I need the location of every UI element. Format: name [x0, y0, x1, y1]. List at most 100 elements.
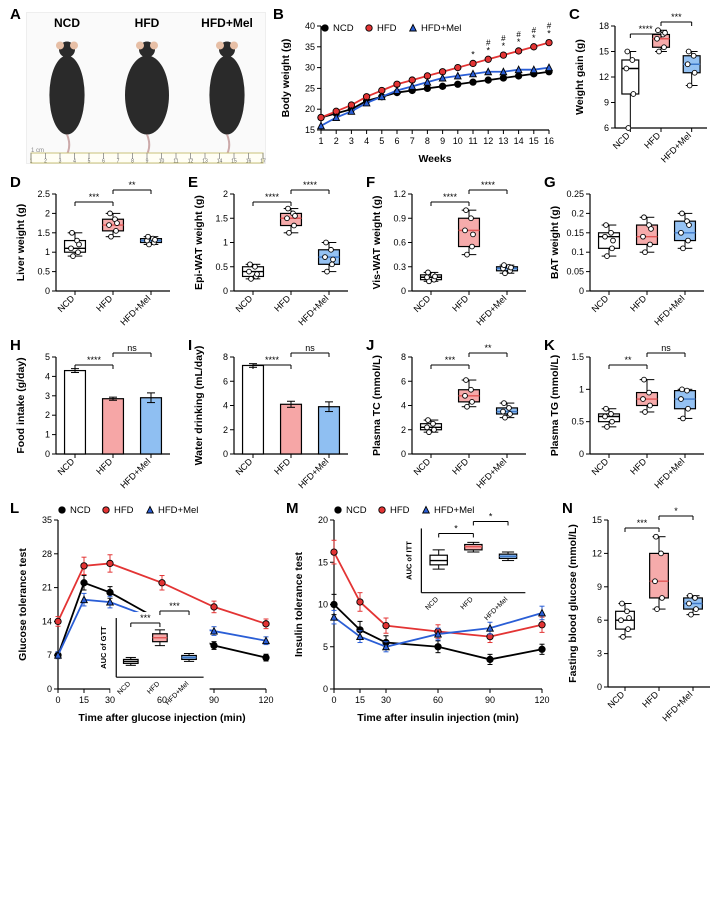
svg-text:NCD: NCD — [346, 505, 367, 516]
svg-text:BAT weight (g): BAT weight (g) — [549, 206, 561, 279]
svg-text:25: 25 — [305, 83, 315, 93]
svg-text:ns: ns — [305, 343, 315, 353]
svg-text:1.5: 1.5 — [571, 352, 584, 362]
svg-text:5: 5 — [88, 159, 91, 165]
svg-text:15: 15 — [305, 125, 315, 135]
svg-text:35: 35 — [42, 515, 52, 525]
svg-text:11: 11 — [468, 136, 477, 146]
svg-text:35: 35 — [305, 42, 315, 52]
svg-text:****: **** — [481, 180, 496, 190]
svg-text:14: 14 — [42, 616, 52, 626]
svg-text:20: 20 — [318, 515, 328, 525]
svg-text:#: # — [501, 34, 506, 43]
svg-text:HFD: HFD — [272, 293, 293, 314]
svg-text:2: 2 — [44, 159, 47, 165]
svg-text:15: 15 — [318, 557, 328, 567]
svg-text:7: 7 — [410, 136, 415, 146]
svg-text:#: # — [486, 38, 491, 47]
svg-text:2: 2 — [334, 136, 339, 146]
svg-text:4: 4 — [223, 401, 228, 411]
svg-text:0.5: 0.5 — [215, 262, 228, 272]
svg-text:HFD+Mel: HFD+Mel — [474, 293, 508, 327]
svg-text:****: **** — [443, 192, 458, 202]
svg-text:2: 2 — [401, 425, 406, 435]
svg-text:HFD: HFD — [94, 456, 115, 477]
panel-label: C — [569, 6, 580, 23]
svg-text:0: 0 — [45, 286, 50, 296]
panel-label: L — [10, 500, 19, 517]
panel-L: L0714212835Glucose tolerance testTime af… — [8, 502, 278, 727]
svg-text:NCD: NCD — [56, 293, 77, 314]
svg-text:NCD: NCD — [590, 456, 611, 477]
svg-text:0.05: 0.05 — [566, 267, 584, 277]
svg-text:Glucose tolerance test: Glucose tolerance test — [17, 548, 29, 661]
svg-text:30: 30 — [381, 695, 391, 705]
svg-text:NCD: NCD — [234, 456, 255, 477]
svg-text:6: 6 — [597, 615, 602, 625]
svg-text:6: 6 — [394, 136, 399, 146]
svg-text:***: *** — [140, 613, 151, 623]
svg-text:HFD+Mel: HFD+Mel — [421, 23, 461, 34]
svg-text:8: 8 — [223, 352, 228, 362]
svg-text:0: 0 — [223, 449, 228, 459]
svg-text:5: 5 — [379, 136, 384, 146]
panel-label: A — [10, 6, 21, 23]
svg-text:6: 6 — [401, 376, 406, 386]
svg-text:4: 4 — [45, 371, 50, 381]
svg-text:2: 2 — [223, 425, 228, 435]
svg-text:12: 12 — [599, 72, 609, 82]
svg-text:0: 0 — [55, 695, 60, 705]
svg-text:17: 17 — [260, 159, 266, 165]
svg-text:***: *** — [169, 601, 180, 611]
svg-text:NCD: NCD — [611, 130, 632, 151]
svg-text:#: # — [532, 26, 537, 35]
svg-text:HFD+Mel: HFD+Mel — [201, 16, 253, 30]
svg-text:***: *** — [445, 355, 456, 365]
svg-text:8: 8 — [401, 352, 406, 362]
svg-text:0.5: 0.5 — [37, 267, 50, 277]
svg-text:1: 1 — [45, 430, 50, 440]
svg-text:**: ** — [624, 355, 632, 365]
svg-text:0: 0 — [579, 286, 584, 296]
svg-text:5: 5 — [323, 642, 328, 652]
svg-text:8: 8 — [425, 136, 430, 146]
panel-A: ANCDHFDHFD+Mel12345678910111213141516171… — [8, 8, 265, 168]
svg-text:HFD: HFD — [377, 23, 397, 34]
svg-text:0.1: 0.1 — [571, 247, 584, 257]
svg-text:5: 5 — [45, 352, 50, 362]
svg-text:3: 3 — [45, 391, 50, 401]
svg-text:2: 2 — [45, 410, 50, 420]
svg-text:0: 0 — [45, 449, 50, 459]
svg-text:**: ** — [128, 180, 136, 190]
svg-text:0: 0 — [331, 695, 336, 705]
svg-text:7: 7 — [117, 159, 120, 165]
svg-text:Plasma TC (mmol/L): Plasma TC (mmol/L) — [371, 355, 383, 456]
svg-text:4: 4 — [73, 159, 76, 165]
panel-H: H012345NCDHFDHFD+MelFood intake (g/day)*… — [8, 339, 180, 494]
svg-text:NCD: NCD — [590, 293, 611, 314]
panel-label: M — [286, 500, 299, 517]
svg-text:15: 15 — [79, 695, 89, 705]
svg-text:10: 10 — [453, 136, 463, 146]
svg-text:HFD: HFD — [272, 456, 293, 477]
svg-text:**: ** — [484, 343, 492, 353]
svg-text:1.2: 1.2 — [393, 189, 406, 199]
panel-label: G — [544, 174, 556, 191]
svg-text:28: 28 — [42, 549, 52, 559]
svg-text:30: 30 — [105, 695, 115, 705]
svg-text:4: 4 — [364, 136, 369, 146]
svg-text:60: 60 — [433, 695, 443, 705]
svg-text:1 cm: 1 cm — [31, 148, 44, 154]
svg-text:HFD+Mel: HFD+Mel — [118, 456, 152, 490]
svg-text:11: 11 — [173, 159, 178, 165]
svg-text:****: **** — [265, 355, 280, 365]
svg-text:2: 2 — [45, 208, 50, 218]
svg-text:Insulin tolerance test: Insulin tolerance test — [293, 551, 305, 657]
svg-text:HFD: HFD — [642, 130, 663, 151]
svg-text:1: 1 — [45, 247, 50, 257]
svg-text:NCD: NCD — [70, 505, 91, 516]
svg-text:0: 0 — [323, 684, 328, 694]
svg-text:***: *** — [89, 192, 100, 202]
svg-text:1.5: 1.5 — [215, 213, 228, 223]
svg-text:0: 0 — [47, 684, 52, 694]
